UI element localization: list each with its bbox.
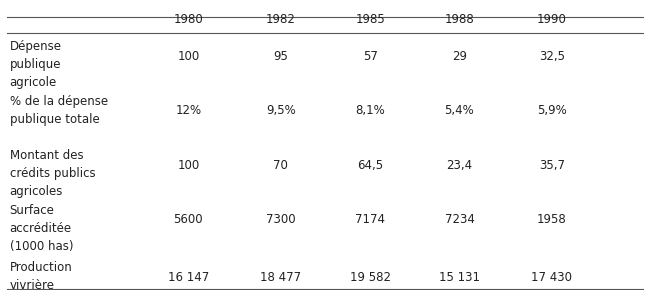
Text: 1985: 1985 xyxy=(355,13,385,26)
Text: 23,4: 23,4 xyxy=(447,159,473,172)
Text: 57: 57 xyxy=(363,50,378,62)
Text: 5600: 5600 xyxy=(174,213,203,226)
Text: 7174: 7174 xyxy=(355,213,385,226)
Text: 1990: 1990 xyxy=(537,13,567,26)
Text: 16 147: 16 147 xyxy=(168,271,209,284)
Text: % de la dépense
publique totale: % de la dépense publique totale xyxy=(10,95,108,126)
Text: 64,5: 64,5 xyxy=(357,159,383,172)
Text: 9,5%: 9,5% xyxy=(266,104,296,117)
Text: 17 430: 17 430 xyxy=(531,271,572,284)
Text: 29: 29 xyxy=(452,50,467,62)
Text: 35,7: 35,7 xyxy=(539,159,565,172)
Text: 95: 95 xyxy=(273,50,288,62)
Text: Production
vivrière
(1000 T.)*: Production vivrière (1000 T.)* xyxy=(10,261,72,293)
Text: 7234: 7234 xyxy=(445,213,475,226)
Text: 8,1%: 8,1% xyxy=(355,104,385,117)
Text: 19 582: 19 582 xyxy=(350,271,391,284)
Text: 12%: 12% xyxy=(175,104,201,117)
Text: Surface
accréditée
(1000 has): Surface accréditée (1000 has) xyxy=(10,204,73,253)
Text: 5,9%: 5,9% xyxy=(537,104,567,117)
Text: 70: 70 xyxy=(273,159,288,172)
Text: 1988: 1988 xyxy=(445,13,475,26)
Text: 5,4%: 5,4% xyxy=(445,104,475,117)
Text: 1980: 1980 xyxy=(173,13,203,26)
Text: 100: 100 xyxy=(177,50,199,62)
Text: 18 477: 18 477 xyxy=(260,271,301,284)
Text: 1982: 1982 xyxy=(266,13,296,26)
Text: Dépense
publique
agricole: Dépense publique agricole xyxy=(10,40,62,89)
Text: 100: 100 xyxy=(177,159,199,172)
Text: 32,5: 32,5 xyxy=(539,50,565,62)
Text: 1958: 1958 xyxy=(537,213,567,226)
Text: Montant des
crédits publics
agricoles: Montant des crédits publics agricoles xyxy=(10,149,95,198)
Text: 15 131: 15 131 xyxy=(439,271,480,284)
Text: 7300: 7300 xyxy=(266,213,296,226)
